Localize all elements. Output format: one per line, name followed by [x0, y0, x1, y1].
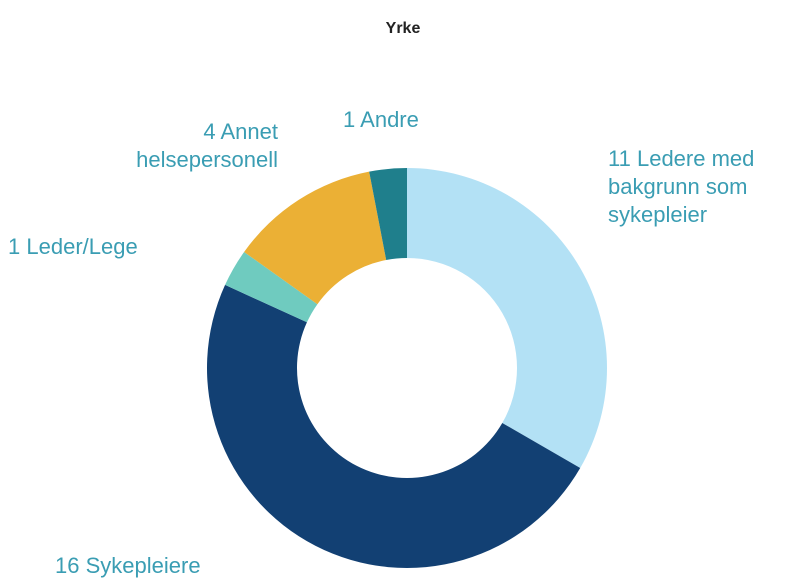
donut-slice: [369, 168, 407, 260]
slice-value: 4: [203, 119, 216, 144]
donut-slice: [244, 171, 387, 305]
chart-title: Yrke: [385, 20, 421, 37]
slice-category: Leder/Lege: [26, 234, 138, 259]
slice-value: 1: [8, 234, 21, 259]
donut-slice: [225, 251, 318, 323]
slice-value: 1: [343, 107, 356, 132]
slice-label: 4 Annet helsepersonell: [80, 118, 278, 174]
slice-label: 16 Sykepleiere: [55, 552, 355, 580]
slice-label: 1 Leder/Lege: [8, 233, 208, 261]
slice-category: Annet helsepersonell: [136, 119, 278, 172]
donut-slice: [407, 168, 607, 468]
slice-value: 11: [608, 146, 631, 171]
slice-category: Andre: [360, 107, 419, 132]
slice-label: 1 Andre: [343, 106, 493, 134]
slice-label: 11 Ledere med bakgrunn som sykepleier: [608, 145, 803, 229]
donut-slice: [207, 284, 581, 568]
slice-value: 16: [55, 553, 80, 578]
slice-category: Sykepleiere: [85, 553, 201, 578]
slice-category: Ledere med bakgrunn som sykepleier: [608, 146, 755, 227]
